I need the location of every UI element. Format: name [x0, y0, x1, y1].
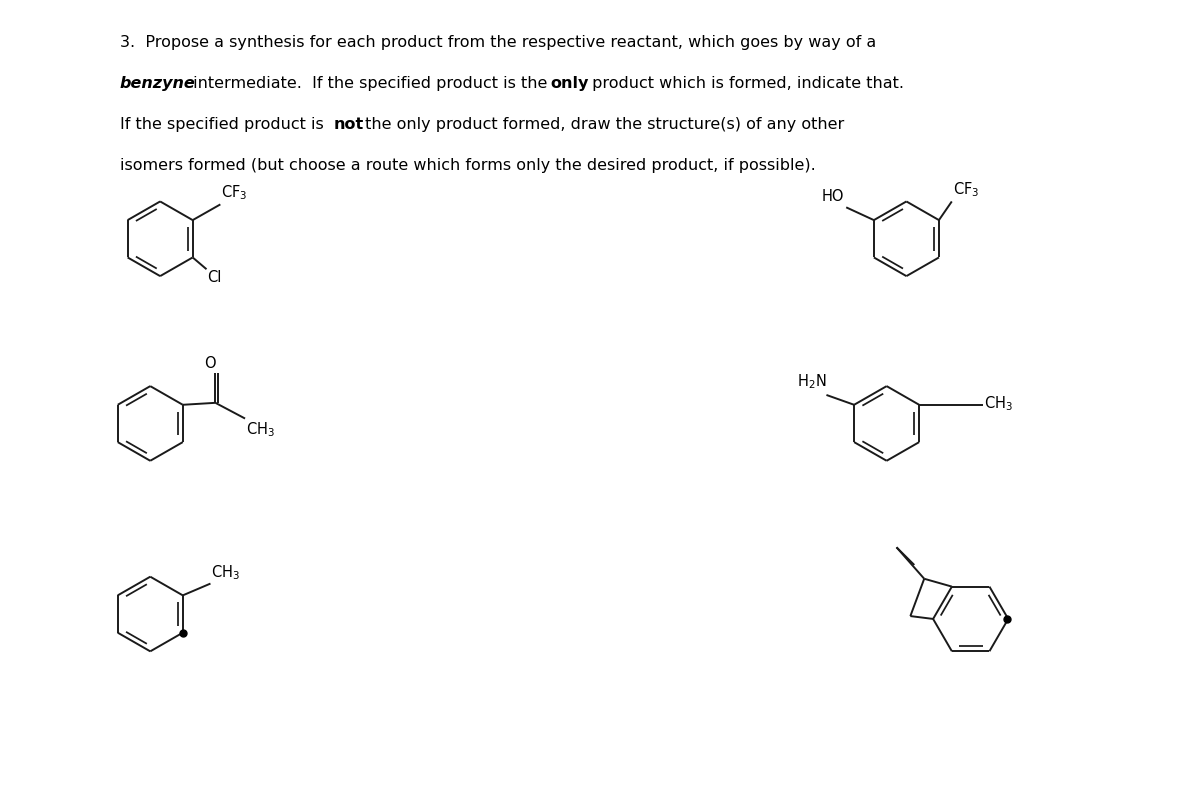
Text: the only product formed, draw the structure(s) of any other: the only product formed, draw the struct… — [360, 117, 845, 132]
Text: If the specified product is: If the specified product is — [120, 117, 329, 132]
Text: Cl: Cl — [208, 270, 222, 285]
Text: 3.  Propose a synthesis for each product from the respective reactant, which goe: 3. Propose a synthesis for each product … — [120, 35, 876, 50]
Text: CH$_3$: CH$_3$ — [246, 421, 275, 439]
Text: CF$_3$: CF$_3$ — [221, 184, 247, 203]
Text: product which is formed, indicate that.: product which is formed, indicate that. — [587, 76, 904, 91]
Text: only: only — [551, 76, 589, 91]
Text: HO: HO — [822, 189, 844, 204]
Text: O: O — [204, 356, 215, 372]
Text: not: not — [334, 117, 364, 132]
Text: isomers formed (but choose a route which forms only the desired product, if poss: isomers formed (but choose a route which… — [120, 158, 816, 173]
Text: CF$_3$: CF$_3$ — [953, 181, 979, 200]
Text: benzyne: benzyne — [120, 76, 196, 91]
Text: H$_2$N: H$_2$N — [797, 373, 827, 391]
Text: intermediate.  If the specified product is the: intermediate. If the specified product i… — [188, 76, 553, 91]
Text: CH$_3$: CH$_3$ — [211, 563, 240, 582]
Text: CH$_3$: CH$_3$ — [984, 395, 1013, 413]
